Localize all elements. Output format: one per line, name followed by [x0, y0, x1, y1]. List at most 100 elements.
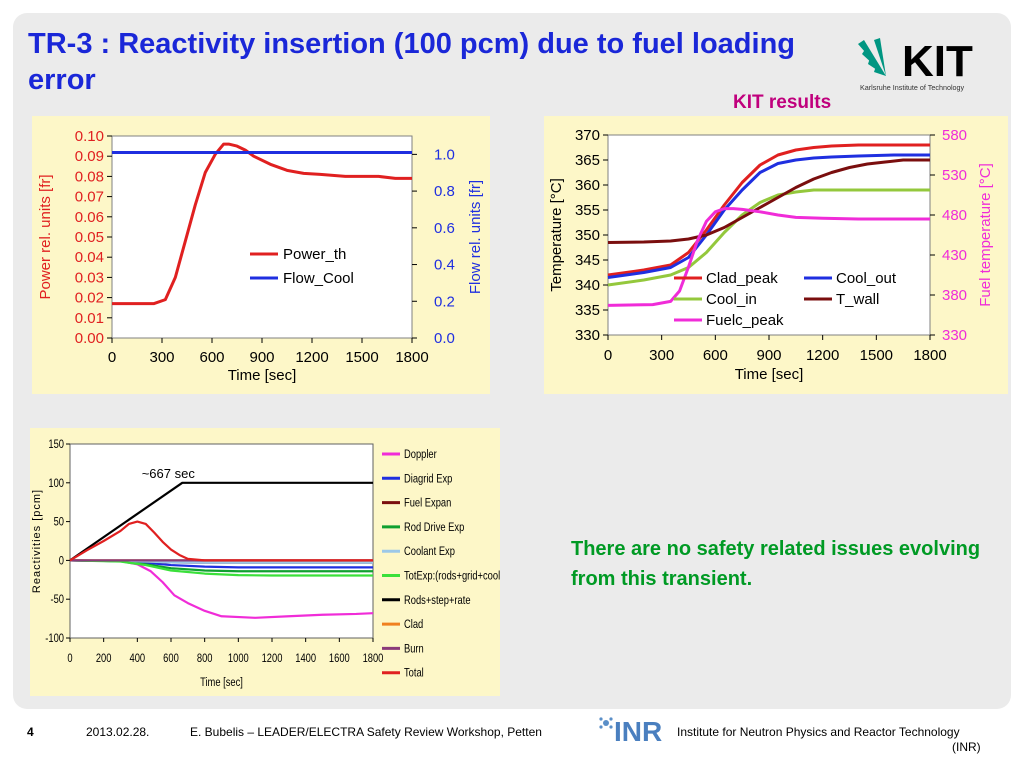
x-tick-label: 1000	[228, 652, 249, 665]
kit-results-label: KIT results	[733, 92, 832, 113]
y-axis-label: Reactivities [pcm]	[31, 489, 43, 593]
logo-text: KIT	[902, 37, 973, 86]
x-tick-label: 900	[756, 347, 781, 364]
x-tick-label: 600	[163, 652, 179, 665]
y-right-tick-label: 1.0	[434, 146, 455, 163]
x-tick-label: 600	[703, 347, 728, 364]
y-left-tick-label: 330	[575, 327, 600, 344]
legend-label: TotExp:(rods+grid+cool)	[404, 569, 500, 582]
y-right-axis-label: Fuel temperature [°C]	[977, 163, 994, 307]
x-tick-label: 0	[67, 652, 72, 665]
y-tick-label: 150	[48, 438, 64, 451]
y-tick-label: -50	[50, 593, 64, 606]
snowflake-icon	[599, 717, 613, 729]
x-tick-label: 400	[130, 652, 146, 665]
y-left-tick-label: 335	[575, 302, 600, 319]
y-left-tick-label: 350	[575, 227, 600, 244]
x-axis-label: Time [sec]	[735, 366, 804, 383]
y-right-axis-label: Flow rel. units [fr]	[467, 180, 484, 294]
footer-author: E. Bubelis – LEADER/ELECTRA Safety Revie…	[190, 725, 542, 739]
logo-subtitle: Karlsruhe Institute of Technology	[860, 83, 965, 92]
x-tick-label: 1500	[345, 349, 378, 366]
x-tick-label: 300	[649, 347, 674, 364]
series-line-cool-in	[607, 188, 930, 287]
y-left-tick-label: 365	[575, 152, 600, 169]
y-left-tick-label: 0.01	[75, 310, 104, 327]
x-tick-label: 800	[197, 652, 213, 665]
y-left-tick-label: 0.09	[75, 148, 104, 165]
y-left-tick-label: 0.03	[75, 269, 104, 286]
y-right-tick-label: 330	[942, 327, 967, 344]
legend-label: Power_th	[283, 246, 346, 263]
inr-logo: INR	[599, 716, 662, 745]
chart-reactivities: 0 200 400 600 800 1000 1200 1400 1600 1800 150 100 5…	[30, 428, 500, 696]
x-tick-label: 1200	[262, 652, 283, 665]
y-right-tick-label: 0.6	[434, 220, 455, 237]
legend-label: Clad	[404, 618, 423, 631]
y-tick-label: -100	[45, 632, 64, 645]
y-left-tick-label: 0.10	[75, 128, 104, 145]
y-right-tick-label: 0.4	[434, 257, 455, 274]
y-right-tick-label: 380	[942, 287, 967, 304]
y-tick-label: 0	[59, 554, 64, 567]
y-left-axis-label: Temperature [°C]	[548, 178, 565, 292]
x-tick-label: 1400	[295, 652, 316, 665]
footer-institute: Institute for Neutron Physics and Reacto…	[677, 725, 960, 739]
series-line-doppler	[69, 559, 374, 619]
legend-label: Rods+step+rate	[404, 594, 471, 607]
reactivity-plot: 0 200 400 600 800 1000 1200 1400 1600 1800 150 100 5…	[30, 428, 500, 696]
x-tick-label: 1500	[860, 347, 893, 364]
conclusion-text: There are no safety related issues evolv…	[571, 538, 981, 590]
x-axis-label: Time [sec]	[228, 367, 297, 384]
chart-power-flow: 0 300 600 900 1200 1500 1800 0.10 0.09 0.08 0.07 0.…	[32, 116, 490, 394]
legend-label: Total	[404, 667, 424, 680]
x-tick-label: 200	[96, 652, 112, 665]
y-left-tick-label: 0.04	[75, 249, 104, 266]
footer: 4 2013.02.28. E. Bubelis – LEADER/ELECTR…	[0, 716, 1024, 768]
slide-title: TR-3 : Reactivity insertion (100 pcm) du…	[28, 28, 795, 96]
footer-institute-abbrev: (INR)	[952, 740, 981, 754]
y-right-tick-label: 430	[942, 247, 967, 264]
x-tick-label: 0	[108, 349, 116, 366]
x-tick-label: 900	[249, 349, 274, 366]
series-line-clad-peak	[607, 143, 930, 277]
power-flow-plot: 0 300 600 900 1200 1500 1800 0.10 0.09 0.08 0.07 0.…	[32, 116, 490, 394]
y-left-tick-label: 340	[575, 277, 600, 294]
footer-date: 2013.02.28.	[86, 725, 150, 739]
y-left-tick-label: 360	[575, 177, 600, 194]
y-left-tick-label: 370	[575, 127, 600, 144]
series-line-cool-out	[607, 153, 930, 279]
x-tick-label: 600	[199, 349, 224, 366]
annotation-label: ~667 sec	[142, 466, 196, 481]
y-left-tick-label: 355	[575, 202, 600, 219]
legend-label: Cool_out	[836, 270, 897, 287]
series-line-total	[69, 520, 373, 562]
legend-label: T_wall	[836, 291, 879, 308]
temperature-plot: 0 300 600 900 1200 1500 1800 370 365 360 355 350 345…	[544, 116, 1008, 394]
inr-logo-text: INR	[614, 716, 662, 745]
series-line-totexp-rods-grid-cool-	[69, 559, 373, 577]
legend-label: Flow_Cool	[283, 270, 354, 287]
kit-logo: KIT Karlsruhe Institute of Technology	[858, 37, 973, 92]
x-tick-label: 300	[149, 349, 174, 366]
plot-area	[69, 443, 374, 639]
y-left-tick-label: 0.08	[75, 168, 104, 185]
y-right-tick-label: 580	[942, 127, 967, 144]
y-right-tick-label: 0.8	[434, 183, 455, 200]
y-left-tick-label: 0.05	[75, 229, 104, 246]
x-tick-label: 1800	[363, 652, 384, 665]
page-number: 4	[27, 725, 34, 739]
series-line-power-th	[112, 142, 412, 306]
y-left-tick-label: 0.00	[75, 330, 104, 347]
x-axis-label: Time [sec]	[200, 676, 243, 689]
legend-label: Fuelc_peak	[706, 312, 784, 329]
x-tick-label: 1800	[395, 349, 428, 366]
y-left-tick-label: 0.02	[75, 290, 104, 307]
legend-label: Coolant Exp	[404, 545, 455, 558]
x-tick-label: 1200	[806, 347, 839, 364]
series-line-t-wall	[607, 158, 930, 244]
x-tick-label: 1600	[329, 652, 350, 665]
x-tick-label: 0	[604, 347, 612, 364]
legend-label: Rod Drive Exp	[404, 521, 464, 534]
y-right-tick-label: 530	[942, 167, 967, 184]
